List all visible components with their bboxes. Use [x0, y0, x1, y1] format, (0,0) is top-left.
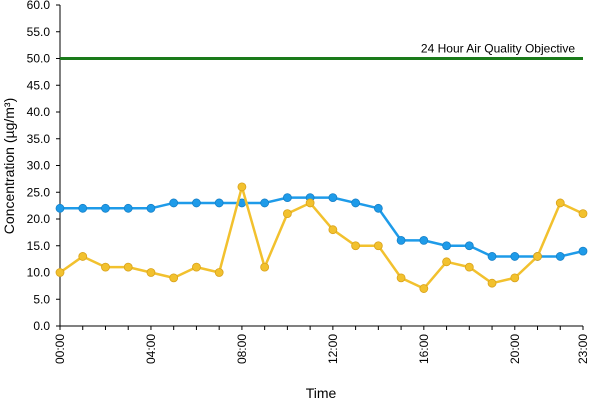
x-tick-label: 04:00 — [144, 334, 158, 364]
series-line — [60, 196, 584, 258]
data-point — [487, 252, 497, 261]
y-tick-label: 20.0 — [27, 212, 51, 226]
data-point — [305, 198, 315, 208]
data-point — [328, 225, 338, 235]
data-point — [351, 241, 361, 251]
y-tick-label: 60.0 — [27, 0, 51, 12]
data-point — [192, 262, 201, 272]
data-point — [101, 262, 110, 272]
y-tick-label: 10.0 — [27, 266, 51, 280]
data-point — [396, 273, 406, 283]
data-point — [260, 262, 270, 272]
reference-line-label: 24 Hour Air Quality Objective — [421, 42, 575, 56]
y-tick-label: 55.0 — [27, 25, 51, 39]
x-tick-label: 00:00 — [53, 334, 67, 364]
y-axis-title: Concentration (µg/m³) — [1, 98, 17, 234]
data-point — [55, 268, 65, 277]
x-tick-label: 20:00 — [508, 334, 522, 364]
data-point — [555, 252, 565, 261]
data-point — [373, 203, 383, 213]
x-tick-label: 23:00 — [576, 334, 590, 364]
axes: 0.0 5.0 10.0 15.0 20.0 25.0 30.0 35.0 40.0 45.0 50… — [27, 0, 590, 364]
data-point — [419, 235, 429, 245]
y-tick-label: 25.0 — [27, 185, 51, 199]
series-group — [55, 182, 588, 293]
data-point — [578, 246, 588, 256]
y-tick-label: 30.0 — [27, 159, 51, 173]
data-point — [123, 203, 133, 213]
reference-line-group: 24 Hour Air Quality Objective — [60, 42, 583, 60]
data-point — [169, 198, 179, 208]
data-point — [510, 252, 520, 261]
y-tick-label: 5.0 — [33, 292, 50, 306]
data-point — [510, 273, 520, 283]
y-tick-label: 50.0 — [27, 52, 51, 66]
data-point — [55, 203, 65, 213]
series-line — [59, 185, 584, 290]
data-point — [282, 193, 292, 203]
data-point — [169, 273, 179, 283]
y-tick-label: 0.0 — [33, 319, 50, 333]
y-tick-label: 35.0 — [27, 132, 51, 146]
data-point — [533, 252, 542, 261]
data-point — [214, 268, 224, 277]
data-point — [101, 203, 110, 213]
data-point — [351, 198, 361, 208]
data-point — [464, 262, 474, 272]
x-tick-label: 12:00 — [326, 334, 340, 364]
data-point — [214, 198, 224, 208]
data-point — [328, 193, 338, 203]
data-point — [555, 198, 565, 208]
y-tick-label: 40.0 — [27, 105, 51, 119]
y-tick-label: 15.0 — [27, 239, 51, 253]
data-point — [282, 209, 292, 219]
data-point — [487, 278, 497, 288]
data-point — [464, 241, 474, 251]
data-point — [419, 284, 429, 293]
y-tick-label: 45.0 — [27, 78, 51, 92]
data-point — [373, 241, 383, 251]
data-point — [237, 182, 247, 192]
data-point — [578, 209, 588, 219]
data-point — [192, 198, 201, 208]
data-point — [396, 235, 406, 245]
data-point — [442, 257, 451, 267]
data-point — [78, 203, 88, 213]
x-tick-label: 16:00 — [417, 334, 431, 364]
data-point — [260, 198, 270, 208]
data-point — [78, 252, 88, 261]
data-point — [146, 268, 156, 277]
x-tick-label: 08:00 — [235, 334, 249, 364]
data-point — [442, 241, 451, 251]
data-point — [146, 203, 156, 213]
data-point — [123, 262, 133, 272]
x-axis-title: Time — [306, 385, 337, 400]
